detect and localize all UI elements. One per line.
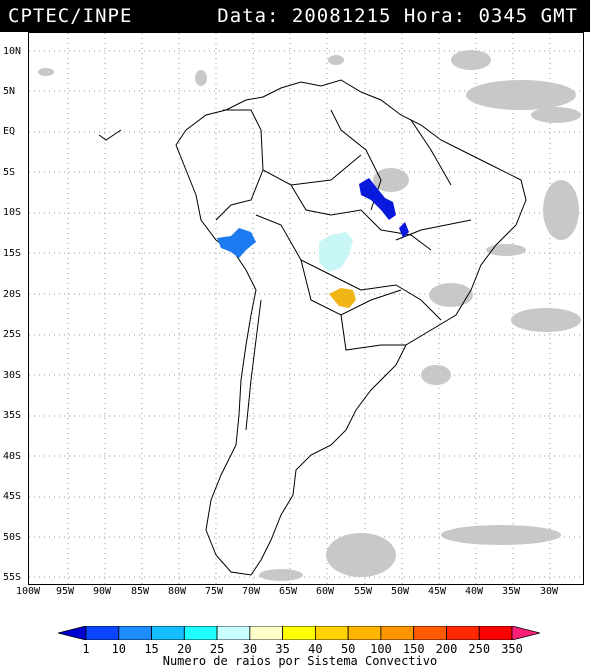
lon-label: 30W	[540, 586, 559, 597]
lat-label: 10S	[3, 207, 22, 218]
legend-swatch	[118, 626, 152, 640]
legend-label: 350	[501, 642, 523, 656]
lon-label: 55W	[354, 586, 373, 597]
coastlines	[98, 79, 527, 576]
lon-label: 65W	[279, 586, 298, 597]
map-canvas	[29, 33, 583, 584]
legend-swatch	[478, 626, 513, 640]
lon-label: 85W	[131, 586, 150, 597]
legend-title: Numero de raios por Sistema Convectivo	[162, 654, 438, 668]
map-frame	[28, 32, 584, 585]
lat-label: 25S	[3, 329, 22, 340]
legend-label: 35	[275, 642, 290, 656]
legend-swatch	[85, 626, 120, 640]
lon-label: 60W	[316, 586, 335, 597]
legend-swatch	[380, 626, 415, 640]
legend-label: 150	[402, 642, 425, 656]
graticule	[29, 33, 583, 584]
legend-label: 1	[82, 642, 90, 656]
legend-swatch	[58, 626, 87, 640]
lat-label: 55S	[3, 572, 22, 583]
lon-label: 80W	[168, 586, 187, 597]
lat-label: 5N	[3, 86, 16, 97]
lat-label: EQ	[3, 126, 16, 137]
legend-swatch	[413, 626, 447, 640]
legend-label: 50	[340, 642, 356, 656]
lon-label: 75W	[205, 586, 224, 597]
color-legend	[58, 626, 540, 640]
lon-label: 100W	[16, 586, 41, 597]
legend-label: 20	[177, 642, 192, 656]
lon-label: 70W	[242, 586, 261, 597]
lat-label: 30S	[3, 370, 22, 381]
legend-swatch	[347, 626, 382, 640]
lat-label: 50S	[3, 532, 22, 543]
legend-swatch	[511, 626, 540, 640]
lat-label: 5S	[3, 167, 16, 178]
legend-swatch	[216, 626, 251, 640]
lat-label: 10N	[3, 46, 22, 57]
legend-swatch	[282, 626, 316, 640]
system-north-brazil	[359, 178, 396, 220]
legend-label: 25	[209, 642, 225, 656]
lon-label: 40W	[465, 586, 484, 597]
legend-swatch	[183, 626, 218, 640]
lat-label: 35S	[3, 410, 22, 421]
lon-label: 35W	[502, 586, 521, 597]
system-east-brazil	[399, 222, 409, 238]
org-label: CPTEC/INPE	[8, 5, 133, 27]
legend-label: 15	[144, 642, 159, 656]
lat-label: 40S	[3, 451, 22, 462]
legend-label: 40	[308, 642, 323, 656]
legend-swatch	[249, 626, 284, 640]
system-central-brazil	[319, 232, 353, 272]
legend-label: 30	[242, 642, 258, 656]
legend-label: 100	[370, 642, 392, 656]
lon-label: 45W	[428, 586, 447, 597]
lon-label: 90W	[93, 586, 112, 597]
lat-label: 15S	[3, 248, 22, 259]
lat-label: 20S	[3, 289, 22, 300]
legend-swatch	[314, 626, 349, 640]
lon-label: 95W	[56, 586, 75, 597]
legend-swatch	[446, 626, 480, 640]
system-peru	[217, 228, 256, 258]
legend-label: 250	[468, 642, 491, 656]
legend-label: 200	[435, 642, 458, 656]
cloud-cover	[38, 50, 581, 581]
lon-label: 50W	[391, 586, 410, 597]
legend-label: 10	[111, 642, 127, 656]
lat-label: 45S	[3, 491, 22, 502]
map-header: CPTEC/INPE Data: 20081215 Hora: 0345 GMT	[0, 0, 590, 32]
datetime-label: Data: 20081215 Hora: 0345 GMT	[217, 5, 578, 27]
legend-swatch	[151, 626, 185, 640]
system-paraguay	[329, 288, 356, 308]
